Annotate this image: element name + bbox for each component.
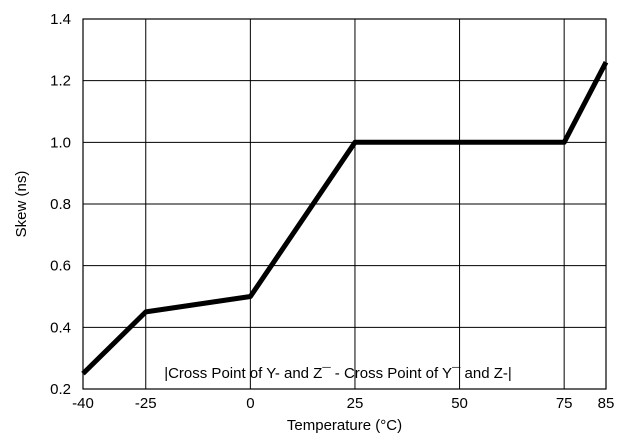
y-tick-label: 0.4 <box>50 319 71 336</box>
y-tick-label: 1.4 <box>50 11 71 28</box>
x-tick-label: -25 <box>135 395 157 412</box>
series-line <box>81 61 609 376</box>
grid <box>83 19 606 389</box>
y-axis-label: Skew (ns) <box>13 171 30 238</box>
tick-labels: -40 -25 0 25 50 75 85 0.2 0.4 0.6 0.8 1.0 1.2 1.4 <box>50 11 614 412</box>
plot-frame <box>82 18 607 390</box>
y-tick-label: 0.8 <box>50 196 71 213</box>
y-tick-label: 0.2 <box>50 381 71 398</box>
y-tick-label: 1.2 <box>50 73 71 90</box>
y-tick-label: 0.6 <box>50 258 71 275</box>
x-tick-label: 0 <box>246 395 254 412</box>
x-tick-label: 25 <box>347 395 364 412</box>
x-axis-label: Temperature (°C) <box>287 417 402 434</box>
x-tick-label: 85 <box>598 395 615 412</box>
x-tick-label: 75 <box>556 395 573 412</box>
x-tick-label: 50 <box>451 395 468 412</box>
series-layer <box>81 61 609 376</box>
annotation-text: |Cross Point of Y- and Z¯ - Cross Point … <box>164 365 512 382</box>
x-tick-label: -40 <box>72 395 94 412</box>
y-tick-label: 1.0 <box>50 134 71 151</box>
